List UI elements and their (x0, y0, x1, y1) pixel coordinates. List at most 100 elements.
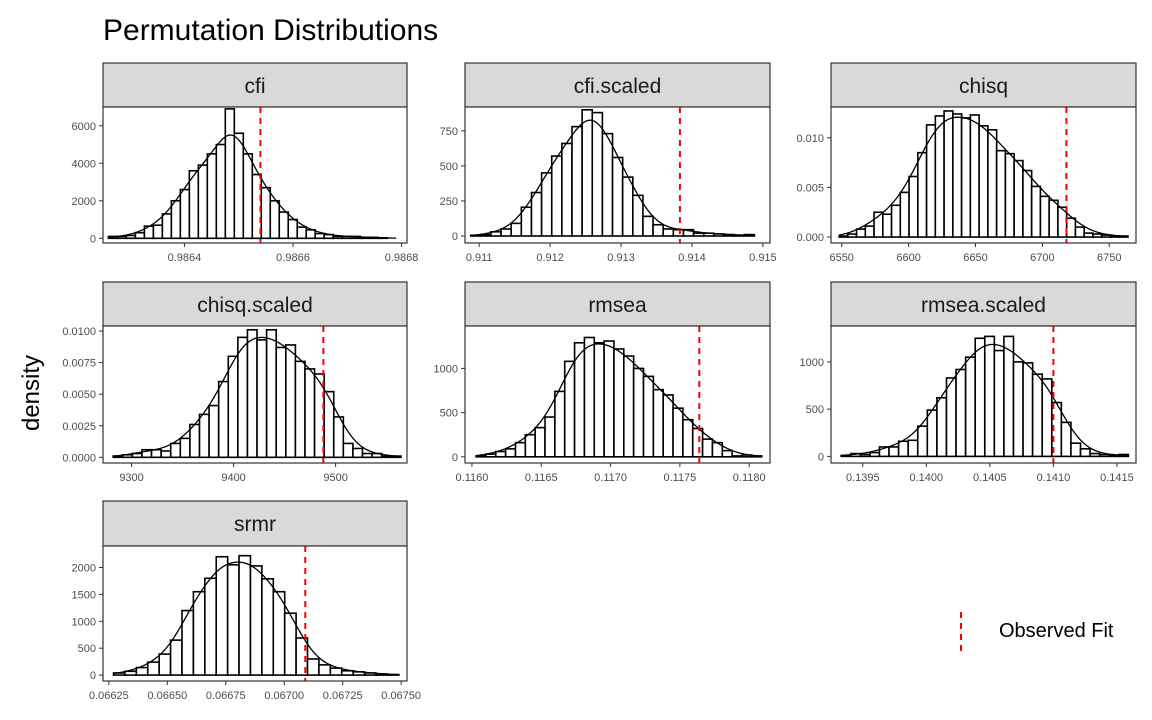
bar-chisq (864, 225, 875, 238)
panel-cfi-scaled: cfi.scaled 0 250 500 750 0.911 0.912 0.913 0.914… (440, 62, 777, 264)
bar-chisq (846, 233, 858, 238)
bar-cfi-scaled (692, 232, 705, 237)
density-curve-cfi-scaled (470, 119, 755, 237)
x-tick-label-cfi-scaled: 0.911 (466, 252, 493, 264)
bar-rmsea-scaled (888, 446, 900, 458)
bar-rmsea (613, 348, 625, 458)
bar-chisq-scaled (275, 346, 287, 459)
density-curve-srmr (113, 561, 399, 676)
y-tick-label-cfi-scaled: 750 (440, 126, 458, 138)
bar-srmr (306, 658, 320, 676)
y-tick-label-cfi: 0 (90, 233, 96, 245)
panel-border-cfi (102, 106, 408, 244)
strip-cfi (102, 62, 408, 108)
bar-rmsea (504, 448, 517, 458)
bar-cfi (152, 224, 164, 240)
bar-cfi-scaled (500, 228, 513, 237)
bar-cfi (260, 186, 272, 240)
y-tick-label-chisq-scaled: 0.0050 (62, 389, 96, 401)
bar-srmr (169, 639, 183, 676)
y-tick-label-srmr: 1000 (72, 616, 96, 628)
panel-rmsea-scaled: rmsea.scaled 0 500 1000 0.1395 0.1400 0.1405 0.… (800, 281, 1137, 484)
panel-chisq-scaled: chisq.scaled 0.0000 0.0025 0.0050 0.0075 0.01… (62, 281, 408, 484)
bar-rmsea-scaled (936, 397, 948, 458)
bars-rmsea-scaled (840, 335, 1130, 458)
y-tick-label-chisq-scaled: 0.0075 (62, 358, 96, 370)
bar-cfi-scaled (652, 223, 664, 237)
y-axis-label: density (18, 355, 45, 431)
x-tick-label-rmsea-scaled: 0.1410 (1037, 472, 1071, 484)
y-tick-label-cfi: 4000 (72, 158, 96, 170)
panel-border-srmr (102, 545, 408, 682)
bar-rmsea-scaled (1108, 454, 1120, 458)
bar-rmsea (524, 433, 536, 458)
bar-chisq (1048, 199, 1059, 238)
density-curve-rmsea-scaled (841, 343, 1129, 457)
x-tick-label-chisq-scaled: 9300 (119, 472, 143, 484)
bar-chisq-scaled (256, 339, 268, 459)
bar-rmsea (554, 390, 566, 458)
x-tick-label-srmr: 0.06675 (206, 690, 246, 702)
bar-cfi-scaled (611, 156, 624, 237)
bar-chisq-scaled (352, 447, 364, 459)
bar-cfi (332, 235, 343, 240)
bar-chisq-scaled (342, 442, 354, 459)
bar-cfi (125, 234, 137, 240)
x-tick-label-rmsea: 0.1175 (663, 472, 696, 484)
bar-srmr (272, 590, 286, 676)
bar-chisq-scaled (265, 328, 278, 459)
y-tick-label-chisq: 0.010 (796, 133, 824, 145)
panel-border-chisq (830, 106, 1137, 244)
bar-rmsea (731, 455, 743, 458)
x-tick-label-chisq-scaled: 9500 (323, 472, 347, 484)
bar-chisq (838, 235, 849, 238)
panel-cfi: cfi 0 2000 4000 6000 0.9864 0.9866 0.9868 (72, 62, 419, 264)
bar-chisq (1083, 232, 1094, 238)
figure-title: Permutation Distributions (103, 14, 438, 47)
strip-rmsea (464, 281, 771, 327)
bar-rmsea (682, 418, 694, 458)
y-tick-label-rmsea: 500 (440, 408, 458, 420)
bar-srmr (215, 555, 229, 676)
bar-cfi-scaled (601, 132, 614, 237)
bar-cfi (233, 132, 245, 240)
y-tick-label-cfi: 2000 (72, 196, 96, 208)
bar-rmsea-scaled (1022, 362, 1034, 458)
bar-cfi (215, 143, 227, 240)
bar-rmsea (652, 388, 665, 458)
bar-chisq (943, 110, 954, 238)
bar-rmsea-scaled (955, 368, 967, 458)
strip-label-srmr: srmr (234, 513, 276, 536)
bar-chisq (1074, 226, 1085, 238)
y-tick-label-cfi-scaled: 500 (440, 161, 458, 173)
bar-chisq (978, 125, 989, 238)
bar-rmsea (701, 438, 714, 458)
y-tick-label-rmsea-scaled: 500 (806, 404, 824, 416)
bar-srmr (318, 664, 332, 676)
bar-srmr (329, 667, 343, 676)
bar-chisq-scaled (208, 404, 220, 459)
bar-rmsea-scaled (1098, 453, 1111, 458)
bar-chisq-scaled (198, 413, 210, 459)
bar-rmsea (534, 426, 546, 458)
bar-cfi-scaled (510, 222, 523, 237)
bar-cfi-scaled (591, 111, 604, 237)
x-tick-label-rmsea: 0.1170 (594, 472, 627, 484)
bar-chisq (1004, 152, 1015, 238)
bar-cfi (296, 226, 308, 240)
bar-cfi (305, 229, 317, 240)
bar-chisq-scaled (150, 448, 162, 459)
panel-border-cfi-scaled (464, 106, 771, 244)
bar-chisq (952, 113, 963, 238)
bar-rmsea (544, 416, 556, 458)
x-tick-label-srmr: 0.06725 (323, 690, 363, 702)
strip-label-rmsea: rmsea (588, 294, 647, 317)
bar-chisq-scaled (217, 380, 230, 459)
bar-cfi-scaled (662, 228, 675, 237)
strip-label-chisq-scaled: chisq.scaled (197, 294, 313, 317)
x-tick-label-cfi: 0.9868 (385, 252, 419, 264)
bar-chisq (1013, 159, 1024, 238)
bar-cfi (206, 153, 218, 240)
bar-chisq-scaled (285, 344, 297, 459)
y-tick-label-srmr: 2000 (72, 563, 96, 575)
